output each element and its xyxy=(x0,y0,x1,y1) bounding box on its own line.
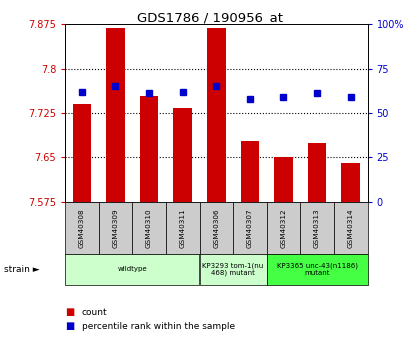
Text: GDS1786 / 190956_at: GDS1786 / 190956_at xyxy=(137,11,283,24)
Text: GSM40309: GSM40309 xyxy=(113,208,118,247)
Text: wildtype: wildtype xyxy=(118,266,147,272)
Bar xyxy=(173,108,192,202)
Bar xyxy=(274,157,293,202)
Bar xyxy=(308,142,326,202)
Text: count: count xyxy=(82,308,108,317)
Text: strain ►: strain ► xyxy=(4,265,40,274)
Text: ■: ■ xyxy=(65,321,74,331)
Text: GSM40310: GSM40310 xyxy=(146,208,152,247)
Text: GSM40308: GSM40308 xyxy=(79,208,85,247)
Bar xyxy=(341,163,360,202)
Text: KP3293 tom-1(nu
468) mutant: KP3293 tom-1(nu 468) mutant xyxy=(202,262,264,276)
Bar xyxy=(241,141,259,202)
Bar xyxy=(140,96,158,202)
Text: GSM40314: GSM40314 xyxy=(348,208,354,247)
Text: KP3365 unc-43(n1186)
mutant: KP3365 unc-43(n1186) mutant xyxy=(277,262,357,276)
Bar xyxy=(207,28,226,202)
Text: GSM40307: GSM40307 xyxy=(247,208,253,247)
Bar xyxy=(73,104,91,202)
Text: GSM40312: GSM40312 xyxy=(281,208,286,247)
Text: percentile rank within the sample: percentile rank within the sample xyxy=(82,322,235,331)
Text: GSM40313: GSM40313 xyxy=(314,208,320,247)
Bar xyxy=(106,28,125,202)
Text: ■: ■ xyxy=(65,307,74,317)
Text: GSM40306: GSM40306 xyxy=(213,208,219,247)
Text: GSM40311: GSM40311 xyxy=(180,208,186,247)
